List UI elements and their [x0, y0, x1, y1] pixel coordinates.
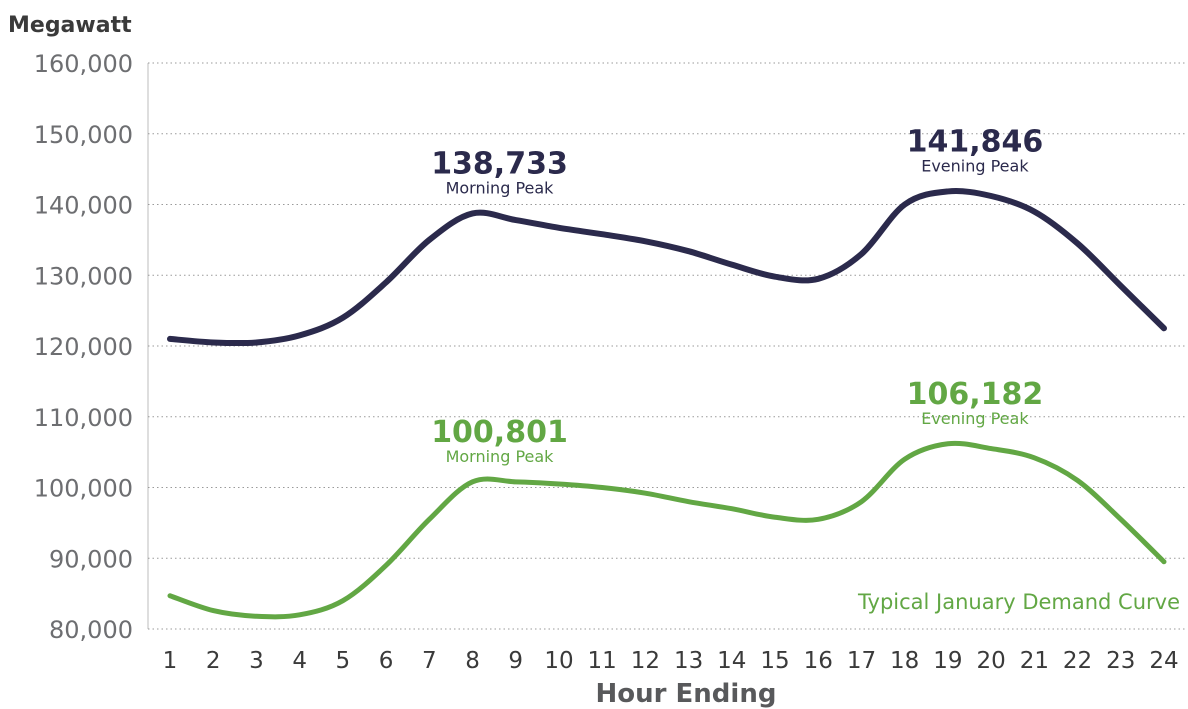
x-tick-label: 11 — [588, 648, 617, 674]
x-tick-label: 5 — [336, 648, 351, 674]
y-axis-ticks: 80,000 90,000 100,000 110,000 120,000 130,000… — [34, 50, 133, 644]
y-tick-label: 80,000 — [49, 616, 133, 644]
x-tick-label: 12 — [631, 648, 660, 674]
x-axis-ticks: 1 2 3 4 5 6 7 8 9 10 11 12 13 14 15 16 17 18 19 20 21 22 23 24 — [163, 648, 1179, 674]
y-tick-label: 160,000 — [34, 50, 133, 78]
peak-value-label: 141,846 — [907, 124, 1044, 159]
x-tick-label: 19 — [933, 648, 962, 674]
y-tick-label: 120,000 — [34, 333, 133, 361]
y-tick-label: 140,000 — [34, 192, 133, 220]
x-tick-label: 23 — [1106, 648, 1135, 674]
y-axis-title: Megawatt — [8, 13, 132, 38]
x-tick-label: 24 — [1149, 648, 1178, 674]
series-line-0 — [167, 188, 1167, 347]
x-tick-label: 22 — [1063, 648, 1092, 674]
series-name-label: Typical January Demand Curve — [857, 590, 1180, 614]
y-tick-label: 90,000 — [49, 545, 133, 573]
peak-value-label: 100,801 — [431, 415, 568, 450]
y-tick-label: 130,000 — [34, 262, 133, 290]
peak-name-label: Morning Peak — [446, 447, 555, 466]
x-tick-label: 18 — [890, 648, 919, 674]
peak-name-label: Evening Peak — [921, 409, 1029, 428]
x-tick-label: 1 — [163, 648, 178, 674]
peak-name-label: Morning Peak — [446, 178, 555, 197]
series-lines — [167, 188, 1167, 620]
peak-name-label: Evening Peak — [921, 156, 1029, 175]
x-tick-label: 17 — [847, 648, 876, 674]
x-tick-label: 21 — [1020, 648, 1049, 674]
x-tick-label: 7 — [422, 648, 437, 674]
x-tick-label: 15 — [760, 648, 789, 674]
x-tick-label: 16 — [804, 648, 833, 674]
x-tick-label: 3 — [249, 648, 264, 674]
series-line-1 — [167, 440, 1167, 620]
y-tick-label: 150,000 — [34, 121, 133, 149]
peak-value-label: 138,733 — [431, 146, 568, 181]
x-tick-label: 13 — [674, 648, 703, 674]
series-labels: Typical January Demand Curve — [857, 590, 1180, 614]
x-tick-label: 9 — [508, 648, 523, 674]
x-tick-label: 2 — [206, 648, 221, 674]
x-tick-label: 20 — [976, 648, 1005, 674]
y-tick-label: 100,000 — [34, 475, 133, 503]
y-tick-label: 110,000 — [34, 404, 133, 432]
x-tick-label: 4 — [292, 648, 307, 674]
x-tick-label: 14 — [717, 648, 746, 674]
x-tick-label: 10 — [544, 648, 573, 674]
peak-value-label: 106,182 — [907, 377, 1044, 412]
x-tick-label: 6 — [379, 648, 394, 674]
x-tick-label: 8 — [465, 648, 480, 674]
x-axis-title: Hour Ending — [596, 679, 777, 709]
